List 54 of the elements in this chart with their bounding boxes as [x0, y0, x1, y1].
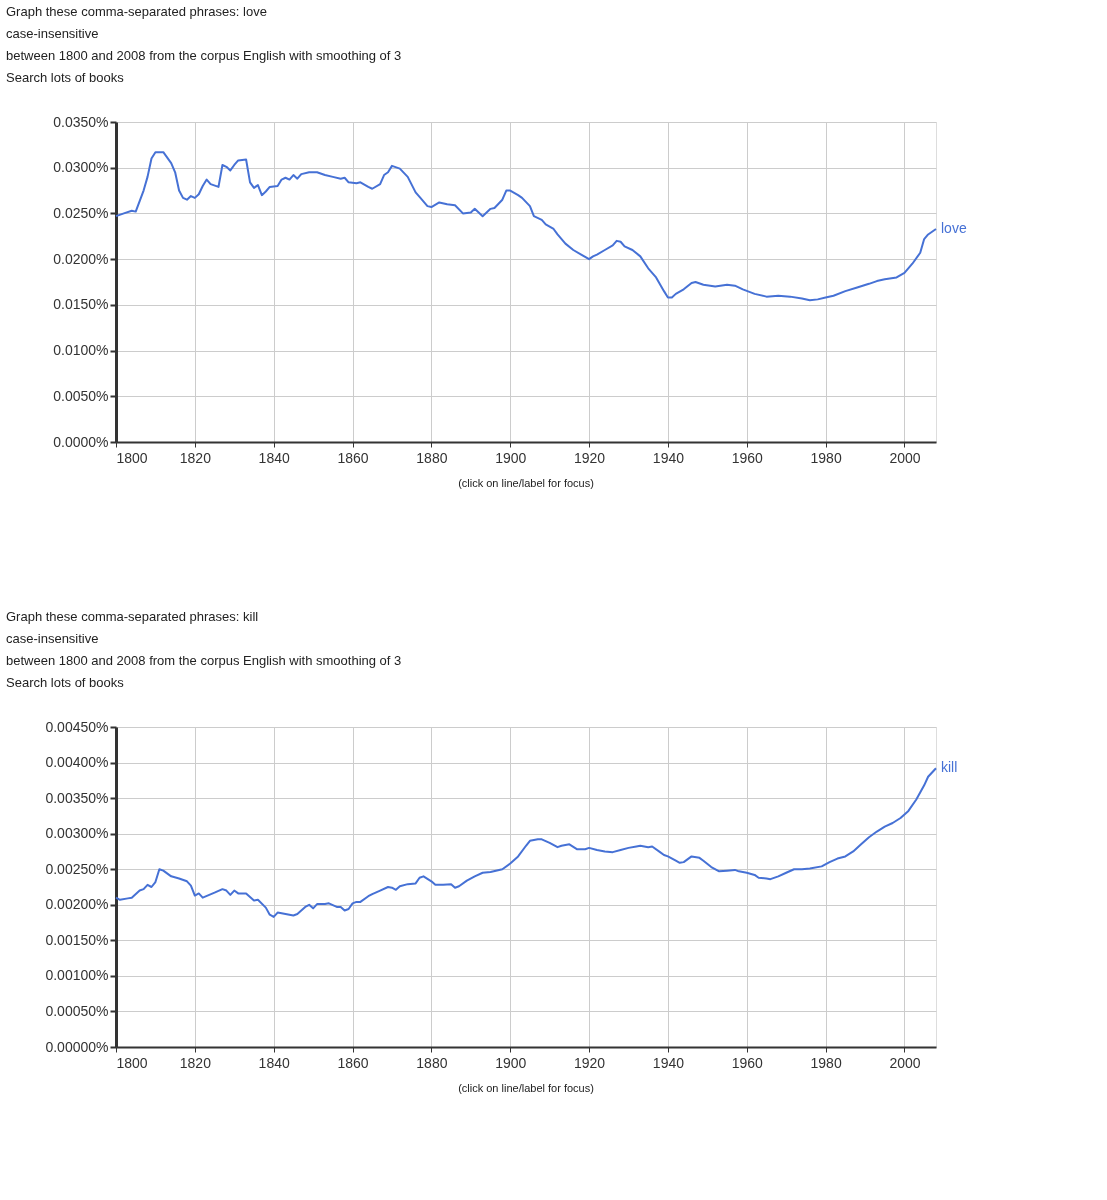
x-tick-label: 1940	[652, 1054, 685, 1071]
x-tick-label: 1860	[337, 449, 369, 466]
text: Search lots of books	[6, 675, 125, 690]
line-series	[115, 767, 937, 918]
y-tick-label: 0.00100%	[45, 967, 109, 984]
text: between 1800 and 2008 from the corpus English with smoothing of 3	[6, 653, 402, 668]
x-tick-label: 1960	[731, 449, 764, 466]
x-tick-label: 1940	[652, 449, 685, 466]
x-tick-label: 1880	[416, 449, 448, 466]
x-tick-label: 1880	[416, 1054, 448, 1071]
x-tick-label: 1960	[731, 1054, 764, 1071]
y-tick-label: 0.0350%	[53, 113, 109, 130]
y-tick-label: 0.0050%	[53, 387, 109, 404]
x-tick-label: 1920	[574, 449, 606, 466]
text: between 1800 and 2008 from the corpus English with smoothing of 3	[6, 48, 402, 63]
series-label: kill	[941, 759, 958, 776]
line-series	[115, 151, 937, 302]
y-tick-label: 0.0200%	[53, 250, 109, 267]
y-tick-label: 0.00300%	[45, 825, 109, 842]
x-tick-label: 1860	[337, 1054, 369, 1071]
text: Graph these comma-separated phrases: love	[6, 4, 267, 19]
x-tick-label: 1800	[116, 449, 148, 466]
y-tick-label: 0.00200%	[45, 896, 109, 913]
x-tick-label: 1900	[495, 449, 527, 466]
x-tick-label: 1980	[810, 1054, 842, 1071]
x-tick-label: 1980	[810, 449, 842, 466]
y-tick-label: 0.00350%	[45, 789, 109, 806]
x-tick-label: 1820	[179, 1054, 212, 1071]
x-tick-label: 2000	[889, 449, 921, 466]
y-tick-label: 0.00150%	[45, 931, 109, 948]
text: case-insensitive	[6, 26, 99, 41]
x-tick-label: 1840	[258, 1054, 290, 1071]
text: Search lots of books	[6, 70, 125, 85]
x-tick-label: 1920	[574, 1054, 606, 1071]
text: (click on line/label for focus)	[458, 1082, 594, 1094]
text: Graph these comma-separated phrases: kill	[6, 609, 259, 624]
text: (click on line/label for focus)	[458, 477, 594, 489]
y-tick-label: 0.0250%	[53, 204, 109, 221]
y-tick-label: 0.00250%	[45, 860, 109, 877]
y-tick-label: 0.00400%	[45, 754, 109, 771]
y-tick-label: 0.00450%	[45, 718, 109, 735]
x-tick-label: 1900	[495, 1054, 527, 1071]
y-tick-label: 0.0150%	[53, 296, 109, 313]
x-tick-label: 1840	[258, 449, 290, 466]
x-tick-label: 1820	[179, 449, 212, 466]
text: case-insensitive	[6, 631, 99, 646]
y-tick-label: 0.00000%	[45, 1038, 109, 1055]
x-tick-label: 2000	[889, 1054, 921, 1071]
x-tick-label: 1800	[116, 1054, 148, 1071]
y-tick-label: 0.0100%	[53, 342, 109, 359]
y-tick-label: 0.0300%	[53, 159, 109, 176]
series-label: love	[941, 219, 967, 236]
y-tick-label: 0.00050%	[45, 1002, 109, 1019]
y-tick-label: 0.0000%	[53, 433, 109, 450]
